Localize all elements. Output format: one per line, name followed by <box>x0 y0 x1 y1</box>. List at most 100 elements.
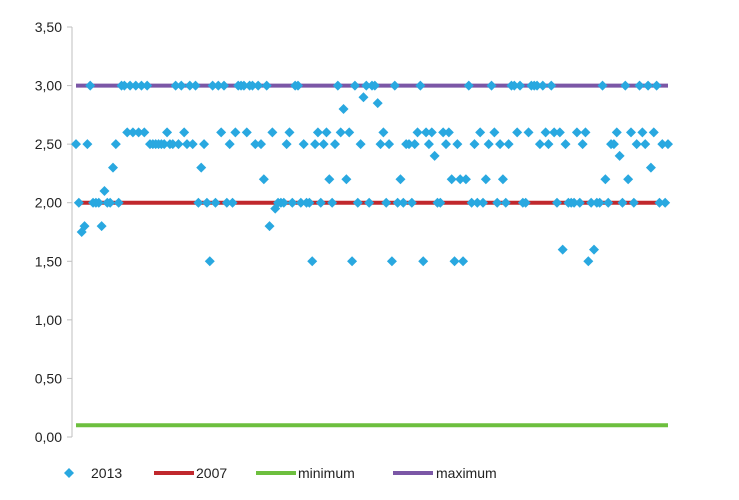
data-point-2013 <box>500 197 511 208</box>
data-point-2013 <box>258 174 269 185</box>
data-point-2013 <box>250 139 261 150</box>
data-point-2013 <box>327 197 338 208</box>
y-tick-label: 1,00 <box>35 312 62 328</box>
data-point-2013 <box>307 256 318 267</box>
data-point-2013 <box>608 139 619 150</box>
data-point-2013 <box>130 80 141 91</box>
data-point-2013 <box>378 127 389 138</box>
reference-lines <box>76 83 668 428</box>
data-point-2013 <box>207 80 218 91</box>
data-point-2013 <box>176 80 187 91</box>
data-point-2013 <box>384 139 395 150</box>
data-point-2013 <box>219 80 229 91</box>
data-point-2013 <box>108 162 118 173</box>
data-point-2013 <box>93 197 104 208</box>
data-point-2013 <box>435 197 446 208</box>
data-point-2013 <box>611 127 622 138</box>
data-point-2013 <box>452 139 463 150</box>
data-point-2013 <box>324 174 335 185</box>
data-point-2013 <box>398 197 409 208</box>
data-point-2013 <box>173 139 184 150</box>
data-point-2013 <box>312 127 323 138</box>
legend-label-minimum: minimum <box>298 465 355 481</box>
data-point-2013 <box>210 197 221 208</box>
data-point-2013 <box>344 127 355 138</box>
legend-label-2007: 2007 <box>196 465 227 481</box>
data-point-2013 <box>549 127 560 138</box>
data-point-2013 <box>441 139 451 150</box>
data-point-2013 <box>136 80 147 91</box>
data-point-2013 <box>381 197 392 208</box>
data-point-2013 <box>347 256 358 267</box>
data-point-2013 <box>71 139 81 150</box>
data-point-2013 <box>352 197 363 208</box>
data-point-2013 <box>364 197 375 208</box>
data-point-2013 <box>492 197 503 208</box>
data-point-2013 <box>338 104 349 114</box>
data-point-2013 <box>495 139 506 150</box>
data-point-2013 <box>657 139 668 150</box>
y-tick-label: 3,00 <box>35 78 62 94</box>
data-point-2013 <box>122 127 133 138</box>
data-point-2013 <box>247 80 258 91</box>
data-point-2013 <box>230 127 241 138</box>
data-point-2013 <box>284 127 295 138</box>
data-point-2013 <box>204 256 215 267</box>
data-point-2013 <box>318 139 329 150</box>
data-point-2013 <box>438 127 449 138</box>
data-point-2013 <box>375 139 386 150</box>
data-point-2013 <box>480 174 491 185</box>
data-point-2013 <box>184 80 195 91</box>
data-point-2013 <box>574 197 585 208</box>
data-point-2013 <box>167 139 178 150</box>
data-point-2013 <box>139 127 150 138</box>
data-point-2013 <box>113 197 124 208</box>
data-point-2013 <box>281 139 292 150</box>
data-point-2013 <box>429 150 440 161</box>
data-point-2013 <box>534 139 545 150</box>
data-point-2013 <box>443 127 454 138</box>
data-point-2013 <box>82 139 93 150</box>
data-point-2013 <box>532 80 543 91</box>
data-point-2013 <box>472 197 483 208</box>
data-point-2013 <box>110 139 121 150</box>
data-point-2013 <box>546 80 557 91</box>
data-point-2013 <box>475 127 486 138</box>
data-point-2013 <box>99 186 110 196</box>
data-point-2013 <box>193 197 204 208</box>
data-point-2013 <box>79 221 90 232</box>
data-point-2013 <box>554 127 565 138</box>
data-point-2013 <box>261 80 272 91</box>
y-tick-label: 0,50 <box>35 370 62 386</box>
data-point-2013 <box>295 197 306 208</box>
data-point-2013 <box>463 80 474 91</box>
data-point-2013 <box>486 80 497 91</box>
series-2013-points <box>71 80 673 267</box>
data-point-2013 <box>182 139 192 150</box>
data-point-2013 <box>85 80 96 91</box>
data-point-2013 <box>119 80 130 91</box>
data-point-2013 <box>238 80 249 91</box>
data-point-2013 <box>455 174 466 185</box>
data-point-2013 <box>241 127 252 138</box>
data-point-2013 <box>267 127 278 138</box>
legend: 2013 2007 minimum maximum <box>64 465 497 481</box>
data-point-2013 <box>159 139 170 150</box>
y-tick-label: 0,00 <box>35 429 62 445</box>
data-point-2013 <box>603 197 614 208</box>
data-point-2013 <box>221 197 232 208</box>
data-point-2013 <box>332 80 343 91</box>
data-point-2013 <box>586 197 597 208</box>
data-point-2013 <box>577 139 588 150</box>
y-tick-label: 2,50 <box>35 136 62 152</box>
data-point-2013 <box>179 127 190 138</box>
data-point-2013 <box>660 197 671 208</box>
data-point-2013 <box>600 174 611 185</box>
data-point-2013 <box>497 174 508 185</box>
data-point-2013 <box>540 127 551 138</box>
data-point-2013 <box>478 197 488 208</box>
data-point-2013 <box>469 139 480 150</box>
y-tick-label: 2,00 <box>35 195 62 211</box>
data-point-2013 <box>537 80 548 91</box>
